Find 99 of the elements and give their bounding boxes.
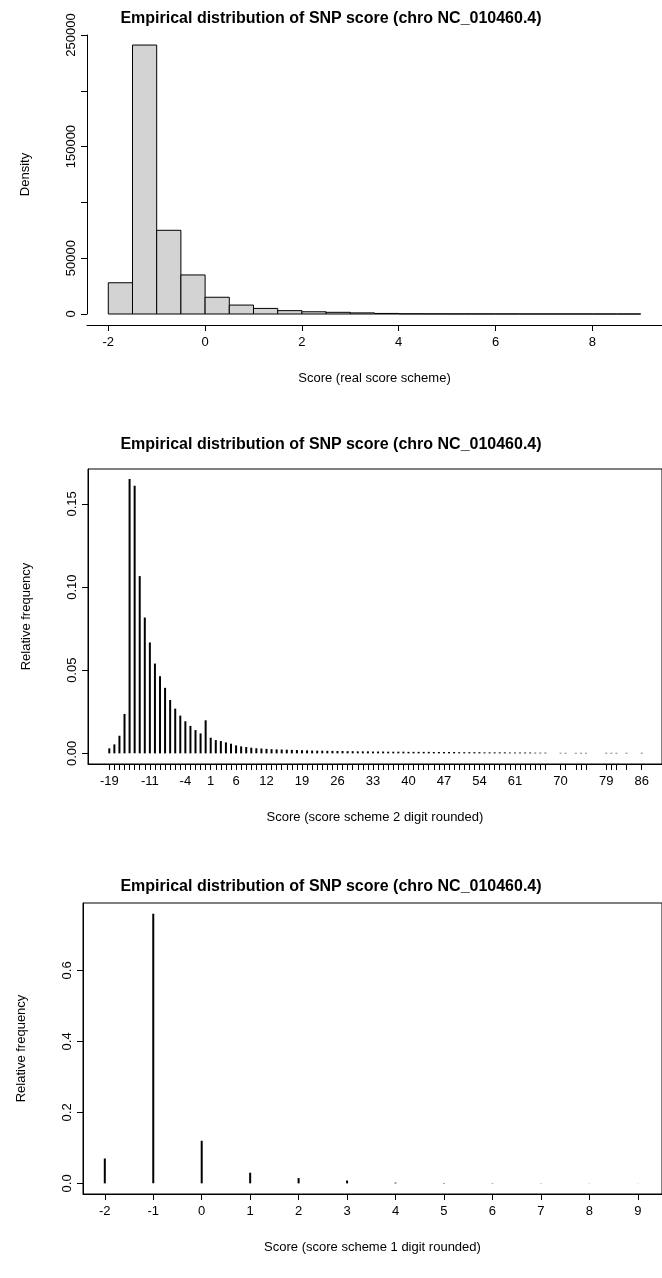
x-tick-label: 0 (198, 1203, 206, 1218)
x-tick-label: 6 (491, 334, 500, 349)
bar (219, 741, 222, 754)
bar (361, 751, 364, 754)
bar (153, 663, 156, 754)
bar (204, 720, 207, 754)
y-tick-label: 0.2 (59, 1103, 74, 1122)
bar (245, 747, 248, 754)
bar (138, 576, 141, 754)
bar (199, 733, 202, 754)
bar (209, 737, 212, 754)
chart-title: Empirical distribution of SNP score (chro NC_010460.4) (120, 434, 542, 452)
x-tick-label: 79 (598, 773, 614, 788)
x-tick-label: 4 (395, 334, 403, 349)
x-tick-label: -4 (179, 773, 192, 788)
x-tick-label: -1 (147, 1203, 160, 1218)
y-tick-label: 0.4 (59, 1032, 74, 1051)
x-tick-label: -2 (99, 1203, 111, 1218)
x-tick-label: 86 (634, 773, 649, 788)
y-tick-label: 250000 (63, 13, 78, 57)
x-tick-label: 7 (537, 1203, 545, 1218)
x-tick-label: 19 (294, 773, 310, 788)
bar (143, 617, 146, 754)
y-tick-label: 0.10 (64, 574, 79, 600)
bar (133, 485, 136, 754)
x-axis-title: Score (score scheme 2 digit rounded) (266, 809, 484, 824)
bar (224, 742, 227, 754)
y-tick-label: 150000 (63, 124, 78, 169)
bar (229, 743, 232, 754)
x-tick-label: 4 (391, 1203, 400, 1218)
x-tick-label: 9 (634, 1203, 642, 1218)
bar (103, 1158, 106, 1184)
bar (214, 740, 217, 754)
bar (128, 478, 131, 754)
y-tick-label: 0 (63, 310, 78, 318)
x-tick-label: 54 (472, 773, 487, 788)
bar (346, 751, 349, 754)
x-tick-label: 1 (246, 1203, 254, 1218)
y-tick-label: 0.0 (59, 1174, 74, 1193)
x-tick-label: 2 (298, 334, 306, 349)
x-tick-label: 6 (488, 1203, 497, 1218)
chart-title: Empirical distribution of SNP score (chro NC_010460.4) (120, 876, 542, 894)
bar (148, 642, 151, 754)
bar (356, 751, 359, 754)
y-tick-label: 0.15 (64, 491, 79, 517)
bar (113, 744, 116, 754)
x-tick-label: 61 (507, 773, 523, 788)
x-tick-label: 8 (588, 334, 596, 349)
x-axis-title: Score (real score scheme) (298, 370, 451, 385)
y-tick-label: 0.05 (64, 657, 79, 683)
x-tick-label: -19 (99, 773, 119, 788)
bar (200, 1140, 203, 1184)
bar (240, 746, 243, 754)
bar (179, 715, 182, 754)
bar (123, 713, 126, 754)
x-tick-label: 1 (207, 773, 215, 788)
x-tick-label: -11 (140, 773, 159, 788)
y-axis-title: Density (17, 152, 32, 197)
x-tick-label: 8 (585, 1203, 593, 1218)
bar (152, 913, 155, 1184)
bar (366, 751, 369, 754)
bar (275, 749, 278, 754)
bar (164, 687, 167, 754)
bar (270, 749, 273, 754)
bar (174, 708, 177, 754)
x-tick-label: 3 (343, 1203, 351, 1218)
x-axis-title: Score (score scheme 1 digit rounded) (264, 1239, 481, 1254)
x-tick-label: 12 (259, 773, 274, 788)
x-tick-label: 2 (294, 1203, 303, 1218)
bar (351, 751, 354, 754)
bar (118, 735, 121, 754)
bar (297, 1178, 300, 1184)
bar (184, 721, 187, 754)
y-axis-title: Relative frequency (13, 994, 28, 1103)
bar (249, 1172, 252, 1184)
bar (169, 699, 172, 754)
x-tick-label: 5 (440, 1203, 448, 1218)
bar (189, 725, 192, 754)
y-tick-label: 0.00 (64, 740, 79, 767)
chart-title: Empirical distribution of SNP score (chro NC_010460.4) (120, 8, 542, 26)
y-axis-title: Relative frequency (18, 562, 33, 671)
y-tick-label: 0.6 (59, 961, 74, 980)
bar (194, 730, 197, 754)
x-tick-label: 26 (330, 773, 345, 788)
x-tick-label: -2 (102, 334, 115, 349)
bar (306, 750, 309, 754)
x-tick-label: 6 (232, 773, 240, 788)
bar (255, 748, 258, 754)
bar (108, 748, 111, 754)
x-tick-label: 40 (401, 773, 416, 788)
y-tick-label: 50000 (63, 240, 78, 277)
x-tick-label: 47 (436, 773, 452, 788)
x-tick-label: 0 (201, 334, 209, 349)
bar (250, 747, 253, 754)
bar (300, 750, 303, 754)
bar (159, 676, 161, 754)
x-tick-label: 70 (553, 773, 568, 788)
x-tick-label: 33 (365, 773, 381, 788)
bar (235, 745, 238, 754)
